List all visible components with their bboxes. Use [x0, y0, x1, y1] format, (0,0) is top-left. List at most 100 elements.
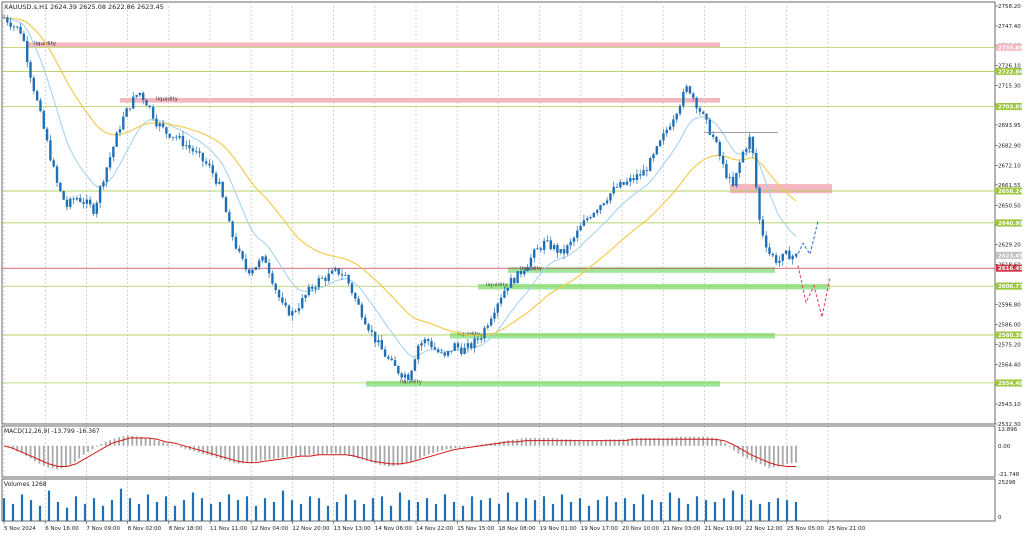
- candle-body: [572, 237, 576, 242]
- candle-body: [725, 163, 728, 178]
- price-label-box: [996, 282, 1022, 290]
- x-tick-label: 22 Nov 12:00: [746, 526, 784, 532]
- candle-body: [347, 275, 350, 284]
- candle-body: [456, 343, 460, 348]
- candle-body: [241, 251, 244, 259]
- candle-body: [668, 126, 672, 130]
- candle-body: [297, 308, 301, 312]
- candle-body: [191, 148, 195, 152]
- candle-body: [648, 158, 652, 172]
- candle-body: [251, 269, 254, 274]
- candle-body: [602, 203, 605, 206]
- candle-body: [281, 297, 284, 303]
- candle-body: [509, 278, 513, 288]
- candle-body: [533, 249, 536, 258]
- candle-body: [357, 298, 360, 305]
- candle-body: [244, 258, 248, 270]
- candle-body: [115, 132, 118, 147]
- liquidity-label: liquidity: [34, 41, 57, 47]
- y-tick-label: 2596.80: [998, 303, 1021, 309]
- price-label-box: [996, 67, 1022, 75]
- candle-body: [781, 253, 784, 261]
- candle-body: [234, 237, 238, 249]
- macd-panel: [3, 435, 797, 470]
- candle-body: [748, 136, 751, 149]
- candle-body: [141, 92, 145, 100]
- x-tick-label: 25 Nov 21:00: [828, 526, 866, 532]
- candle-body: [715, 136, 718, 143]
- price-label-box: [996, 219, 1022, 227]
- y-tick-label: 2543.10: [998, 402, 1021, 408]
- price-label-text: 2640.99: [998, 221, 1023, 227]
- candle-body: [718, 142, 721, 157]
- candle-body: [721, 156, 725, 164]
- candle-body: [132, 96, 135, 109]
- candle-body: [344, 275, 347, 276]
- candle-body: [211, 165, 214, 174]
- candle-body: [403, 374, 407, 378]
- candle-body: [102, 181, 105, 187]
- candle-body: [92, 204, 95, 214]
- x-tick-label: 25 Nov 05:00: [787, 526, 825, 532]
- candle-body: [79, 197, 82, 202]
- candle-body: [377, 340, 380, 343]
- volumes-header: Volumes 1268: [4, 481, 47, 488]
- candle-body: [397, 365, 400, 374]
- candle-body: [304, 295, 307, 298]
- x-tick-label: 15 Nov 15:00: [457, 526, 495, 532]
- candle-body: [324, 277, 327, 281]
- candle-body: [181, 135, 185, 146]
- candle-body: [741, 151, 745, 163]
- symbol-header: XAUUSD.s,H1 2624.39 2625.08 2622.86 2623…: [4, 3, 164, 11]
- liquidity-zone: [478, 283, 830, 290]
- candle-body: [595, 210, 599, 213]
- candle-body: [151, 107, 155, 119]
- candle-body: [19, 26, 22, 34]
- candle-body: [582, 220, 586, 226]
- candle-body: [549, 240, 552, 250]
- ema-fast-line: [3, 17, 797, 358]
- candle-body: [791, 255, 794, 260]
- candle-body: [586, 218, 589, 221]
- volume-y-tick-label: 0: [998, 515, 1002, 521]
- candle-body: [629, 178, 632, 182]
- candle-body: [125, 108, 128, 117]
- candle-body: [642, 170, 645, 176]
- liquidity-zone: [366, 381, 720, 387]
- candle-body: [12, 26, 16, 28]
- candle-body: [360, 304, 364, 318]
- candle-body: [254, 267, 258, 270]
- candle-body: [195, 151, 198, 153]
- candle-body: [546, 240, 549, 242]
- candle-body: [658, 140, 662, 147]
- macd-header: MACD(12,26,9) -13.799 -16.367: [4, 428, 100, 435]
- candle-body: [652, 154, 655, 159]
- x-tick-label: 14 Nov 22:00: [416, 526, 454, 532]
- candle-body: [761, 219, 765, 236]
- candle-body: [118, 129, 122, 133]
- candle-body: [523, 271, 526, 275]
- candle-body: [576, 230, 579, 238]
- bearish-projection: [797, 265, 831, 318]
- price-label-text: 2616.49: [998, 266, 1023, 272]
- x-tick-label: 19 Nov 01:00: [540, 526, 578, 532]
- bullish-projection: [795, 220, 819, 259]
- candle-body: [6, 17, 9, 23]
- candle-body: [238, 248, 241, 252]
- price-label-text: 2703.85: [998, 105, 1023, 111]
- candle-body: [675, 113, 678, 120]
- liquidity-zone: [450, 332, 775, 339]
- candle-body: [503, 290, 506, 298]
- candle-body: [340, 274, 344, 276]
- x-tick-label: 21 Nov 03:00: [663, 526, 701, 532]
- candle-body: [354, 292, 357, 299]
- candle-body: [52, 160, 55, 167]
- candle-body: [463, 347, 466, 354]
- candle-body: [334, 268, 337, 271]
- candle-body: [506, 287, 509, 291]
- candle-body: [430, 341, 433, 348]
- candle-body: [294, 311, 297, 312]
- price-label-box: [996, 379, 1022, 387]
- y-tick-label: 2758.20: [998, 4, 1021, 10]
- candle-body: [393, 360, 397, 366]
